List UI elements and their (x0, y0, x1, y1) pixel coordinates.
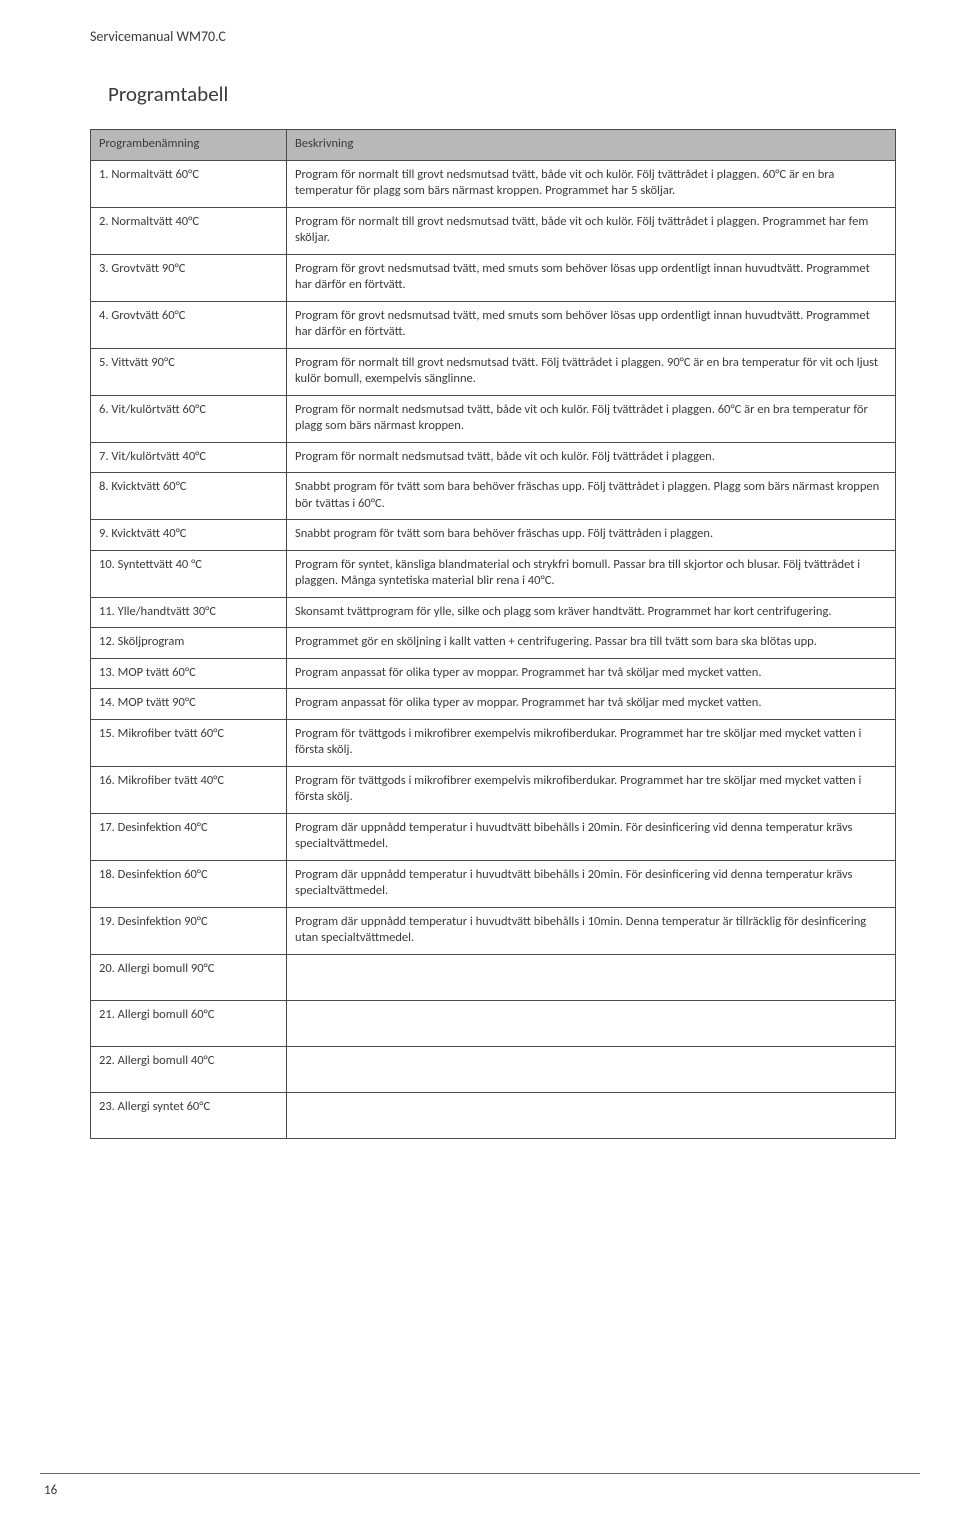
table-header-name: Programbenämning (91, 130, 287, 161)
program-desc: Snabbt program för tvätt som bara behöve… (287, 520, 896, 551)
program-desc: Skonsamt tvättprogram för ylle, silke oc… (287, 597, 896, 628)
table-row: 1. Normaltvätt 60°CProgram för normalt t… (91, 160, 896, 207)
table-row: 23. Allergi syntet 60°C (91, 1092, 896, 1138)
chapter-title: Servicemanual WM70.C (90, 28, 896, 45)
table-row: 19. Desinfektion 90°CProgram där uppnådd… (91, 907, 896, 954)
program-name: 7. Vit/kulörtvätt 40°C (91, 442, 287, 473)
table-row: 10. Syntettvätt 40 °CProgram för syntet,… (91, 550, 896, 597)
program-name: 14. MOP tvätt 90°C (91, 689, 287, 720)
program-name: 15. Mikrofiber tvätt 60°C (91, 719, 287, 766)
program-desc: Program anpassat för olika typer av mopp… (287, 689, 896, 720)
program-desc: Program för syntet, känsliga blandmateri… (287, 550, 896, 597)
program-desc: Program där uppnådd temperatur i huvudtv… (287, 813, 896, 860)
section-title: Programtabell (108, 81, 896, 107)
table-row: 16. Mikrofiber tvätt 40°CProgram för tvä… (91, 766, 896, 813)
table-row: 3. Grovtvätt 90°CProgram för grovt nedsm… (91, 254, 896, 301)
program-name: 10. Syntettvätt 40 °C (91, 550, 287, 597)
program-name: 11. Ylle/handtvätt 30°C (91, 597, 287, 628)
table-row: 9. Kvicktvätt 40°CSnabbt program för tvä… (91, 520, 896, 551)
program-name: 16. Mikrofiber tvätt 40°C (91, 766, 287, 813)
program-name: 5. Vittvätt 90°C (91, 348, 287, 395)
table-row: 8. Kvicktvätt 60°CSnabbt program för tvä… (91, 473, 896, 520)
program-desc: Snabbt program för tvätt som bara behöve… (287, 473, 896, 520)
program-name: 19. Desinfektion 90°C (91, 907, 287, 954)
program-name: 6. Vit/kulörtvätt 60°C (91, 395, 287, 442)
table-row: 22. Allergi bomull 40°C (91, 1046, 896, 1092)
program-desc: Program anpassat för olika typer av mopp… (287, 658, 896, 689)
table-row: 5. Vittvätt 90°CProgram för normalt till… (91, 348, 896, 395)
program-desc: Program för normalt till grovt nedsmutsa… (287, 348, 896, 395)
table-row: 2. Normaltvätt 40°CProgram för normalt t… (91, 207, 896, 254)
program-desc: Program för normalt till grovt nedsmutsa… (287, 160, 896, 207)
table-row: 21. Allergi bomull 60°C (91, 1000, 896, 1046)
program-desc: Program för normalt nedsmutsad tvätt, bå… (287, 442, 896, 473)
program-desc: Program för grovt nedsmutsad tvätt, med … (287, 254, 896, 301)
program-table: Programbenämning Beskrivning 1. Normaltv… (90, 129, 896, 1139)
program-name: 12. Sköljprogram (91, 628, 287, 659)
program-name: 20. Allergi bomull 90°C (91, 954, 287, 1000)
program-desc: Program för tvättgods i mikrofibrer exem… (287, 766, 896, 813)
footer-rule (40, 1473, 920, 1474)
program-desc: Program för normalt till grovt nedsmutsa… (287, 207, 896, 254)
program-desc (287, 1092, 896, 1138)
program-name: 23. Allergi syntet 60°C (91, 1092, 287, 1138)
program-desc (287, 1046, 896, 1092)
program-name: 17. Desinfektion 40°C (91, 813, 287, 860)
program-desc: Program för grovt nedsmutsad tvätt, med … (287, 301, 896, 348)
table-row: 18. Desinfektion 60°CProgram där uppnådd… (91, 860, 896, 907)
program-desc: Program där uppnådd temperatur i huvudtv… (287, 860, 896, 907)
table-row: 7. Vit/kulörtvätt 40°CProgram för normal… (91, 442, 896, 473)
table-row: 20. Allergi bomull 90°C (91, 954, 896, 1000)
program-desc: Programmet gör en sköljning i kallt vatt… (287, 628, 896, 659)
program-name: 1. Normaltvätt 60°C (91, 160, 287, 207)
table-header-desc: Beskrivning (287, 130, 896, 161)
program-name: 8. Kvicktvätt 60°C (91, 473, 287, 520)
page-number: 16 (44, 1483, 57, 1498)
program-name: 2. Normaltvätt 40°C (91, 207, 287, 254)
program-desc (287, 954, 896, 1000)
program-desc (287, 1000, 896, 1046)
program-name: 22. Allergi bomull 40°C (91, 1046, 287, 1092)
program-desc: Program för tvättgods i mikrofibrer exem… (287, 719, 896, 766)
table-row: 11. Ylle/handtvätt 30°CSkonsamt tvättpro… (91, 597, 896, 628)
program-name: 18. Desinfektion 60°C (91, 860, 287, 907)
program-name: 21. Allergi bomull 60°C (91, 1000, 287, 1046)
table-row: 6. Vit/kulörtvätt 60°CProgram för normal… (91, 395, 896, 442)
table-row: 4. Grovtvätt 60°CProgram för grovt nedsm… (91, 301, 896, 348)
program-name: 3. Grovtvätt 90°C (91, 254, 287, 301)
program-name: 9. Kvicktvätt 40°C (91, 520, 287, 551)
table-row: 12. SköljprogramProgrammet gör en sköljn… (91, 628, 896, 659)
program-desc: Program där uppnådd temperatur i huvudtv… (287, 907, 896, 954)
table-row: 15. Mikrofiber tvätt 60°CProgram för tvä… (91, 719, 896, 766)
table-row: 17. Desinfektion 40°CProgram där uppnådd… (91, 813, 896, 860)
table-row: 13. MOP tvätt 60°CProgram anpassat för o… (91, 658, 896, 689)
table-row: 14. MOP tvätt 90°CProgram anpassat för o… (91, 689, 896, 720)
program-desc: Program för normalt nedsmutsad tvätt, bå… (287, 395, 896, 442)
program-name: 4. Grovtvätt 60°C (91, 301, 287, 348)
program-name: 13. MOP tvätt 60°C (91, 658, 287, 689)
